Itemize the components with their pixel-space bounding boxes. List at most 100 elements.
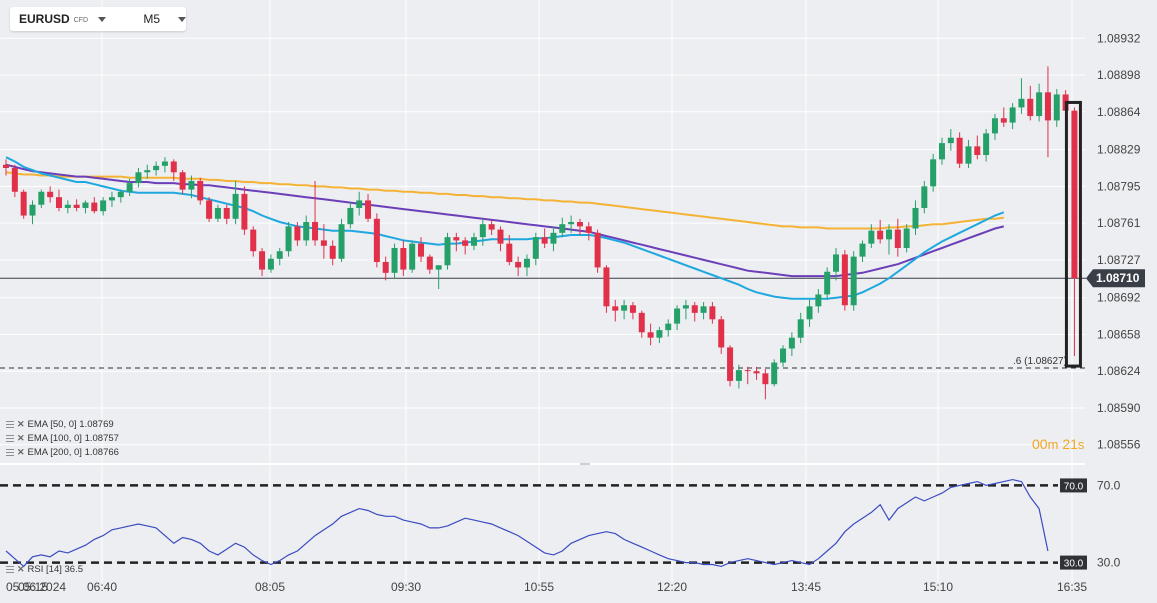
candle-body: [3, 164, 9, 168]
time-axis-tick: 13:45: [791, 580, 821, 594]
candle: [612, 299, 619, 322]
candle-body: [506, 243, 513, 263]
candle: [38, 189, 45, 208]
candle-body: [38, 191, 45, 205]
candle: [276, 247, 283, 266]
close-icon[interactable]: ✕: [17, 447, 25, 457]
legend-ema100[interactable]: ✕ EMA [100, 0] 1.08757: [6, 433, 119, 444]
candle-body: [1027, 98, 1034, 117]
candle: [312, 180, 319, 246]
candle-body: [47, 191, 54, 198]
settings-lines-icon[interactable]: [6, 566, 14, 573]
fib-level-label: .6 (1.08627): [1013, 356, 1067, 367]
candle-body: [285, 226, 292, 252]
candle-body: [223, 207, 230, 219]
candle: [126, 178, 133, 197]
candle: [382, 256, 389, 281]
candle-body: [170, 161, 177, 173]
candle-countdown: 00m 21s: [1032, 436, 1084, 452]
candle-body: [444, 237, 451, 266]
candle-body: [735, 370, 742, 381]
time-axis-tick: 09:30: [391, 580, 421, 594]
candle: [47, 186, 54, 203]
candle-body: [426, 256, 433, 270]
legend-ema200[interactable]: ✕ EMA [200, 0] 1.08766: [6, 447, 119, 458]
candle: [621, 299, 628, 320]
settings-lines-icon[interactable]: [6, 421, 14, 428]
candle-body: [73, 204, 80, 208]
symbol-name: EURUSD: [19, 12, 70, 26]
candle-body: [947, 137, 954, 144]
rsi-level-badge: [1060, 555, 1087, 570]
rsi-level-badge-label: 30.0: [1064, 559, 1084, 570]
candle-body: [1044, 92, 1051, 121]
settings-lines-icon[interactable]: [6, 449, 14, 456]
candle: [656, 326, 663, 344]
candle: [1009, 103, 1016, 130]
candle-body: [126, 183, 133, 192]
candle-body: [974, 146, 981, 156]
legend-rsi[interactable]: ✕ RSI [14] 36.5: [6, 564, 83, 575]
candle-body: [965, 146, 972, 164]
candle: [877, 219, 884, 244]
candle-body: [656, 330, 663, 338]
close-icon[interactable]: ✕: [17, 419, 25, 429]
candle-body: [744, 370, 751, 372]
candle-body: [647, 332, 654, 338]
candle-body: [400, 247, 407, 270]
candle: [214, 204, 221, 223]
close-icon[interactable]: ✕: [17, 433, 25, 443]
candle-body: [1018, 98, 1025, 108]
candle-body: [824, 271, 831, 295]
candle-body: [559, 224, 566, 233]
candle-body: [850, 256, 857, 306]
candle: [373, 213, 380, 268]
candle-body: [753, 371, 760, 374]
candle-body: [841, 254, 848, 306]
symbol-dropdown[interactable]: EURUSD CFD: [10, 12, 121, 26]
rsi-axis-tick: 30.0: [1097, 556, 1121, 570]
candle: [232, 180, 239, 225]
close-icon[interactable]: ✕: [17, 564, 25, 574]
candle-body: [241, 193, 248, 230]
timeframe-dropdown[interactable]: M5: [121, 12, 186, 26]
candle: [700, 302, 707, 320]
candle: [938, 137, 945, 165]
candle: [1027, 85, 1034, 121]
candle: [409, 240, 416, 273]
candle: [1036, 83, 1043, 122]
candle-body: [797, 319, 804, 338]
candle: [859, 240, 866, 263]
candle: [418, 237, 425, 263]
candle: [488, 219, 495, 235]
candle-body: [382, 262, 389, 273]
legend-ema50[interactable]: ✕ EMA [50, 0] 1.08769: [6, 419, 114, 430]
candle-body: [903, 228, 910, 248]
candle: [11, 164, 18, 198]
countdown-minutes: 00: [1032, 436, 1048, 452]
candle: [55, 189, 62, 212]
candle: [603, 265, 610, 313]
price-axis-tick: 1.08864: [1097, 105, 1141, 119]
settings-lines-icon[interactable]: [6, 435, 14, 442]
countdown-seconds: 21: [1062, 436, 1078, 452]
time-axis-tick: 05:15: [18, 580, 48, 594]
candle-body: [1009, 107, 1016, 123]
candle-body: [91, 202, 98, 212]
candle-body: [576, 222, 583, 227]
candle: [170, 159, 177, 181]
ema50-line: [5, 156, 1005, 300]
candle: [91, 197, 98, 214]
candle: [294, 222, 301, 246]
candle-body: [497, 229, 504, 244]
candle: [197, 177, 204, 205]
candle: [771, 359, 778, 387]
candle: [947, 129, 954, 151]
candle-body: [532, 237, 539, 259]
candle: [161, 157, 168, 173]
candle: [506, 235, 513, 266]
candle: [29, 200, 36, 225]
candle: [824, 267, 831, 300]
candle-body: [930, 159, 937, 187]
